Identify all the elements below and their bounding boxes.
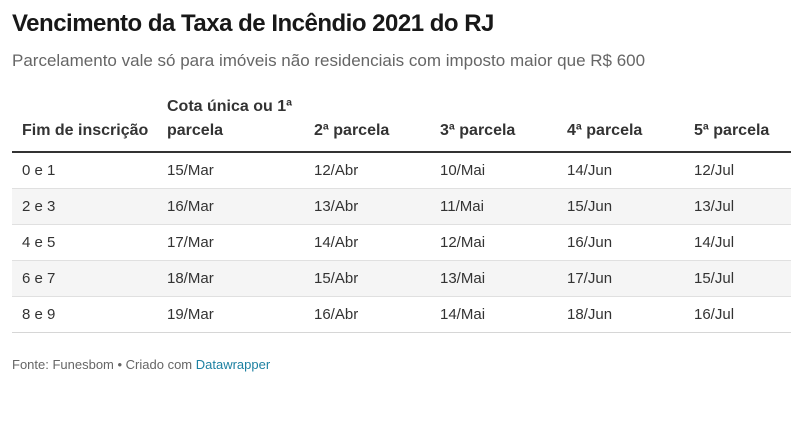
table-cell: 6 e 7 [12, 260, 157, 297]
table-row: 6 e 7 18/Mar 15/Abr 13/Mai 17/Jun 15/Jul [12, 260, 791, 297]
table-cell: 17/Mar [157, 224, 304, 261]
table-cell: 2 e 3 [12, 188, 157, 225]
footer-notes: Fonte: Funesbom • Criado com Datawrapper [12, 357, 791, 372]
table-cell: 18/Jun [557, 296, 684, 333]
table-cell: 18/Mar [157, 260, 304, 297]
table-cell: 14/Jul [684, 224, 791, 261]
header-3a-parcela: 3ª parcela [430, 95, 557, 153]
table-cell: 15/Mar [157, 152, 304, 189]
table-cell: 0 e 1 [12, 152, 157, 189]
page-subtitle: Parcelamento vale só para imóveis não re… [12, 51, 646, 70]
table-cell: 11/Mai [430, 188, 557, 225]
table-cell: 15/Abr [304, 260, 430, 297]
table-cell: 16/Abr [304, 296, 430, 333]
header-2a-parcela: 2ª parcela [304, 95, 430, 153]
table-row: 8 e 9 19/Mar 16/Abr 14/Mai 18/Jun 16/Jul [12, 296, 791, 333]
table-row: 2 e 3 16/Mar 13/Abr 11/Mai 15/Jun 13/Jul [12, 188, 791, 225]
schedule-table: Fim de inscrição Cota única ou 1ª parcel… [12, 95, 791, 333]
table-cell: 19/Mar [157, 296, 304, 333]
table-row: 0 e 1 15/Mar 12/Abr 10/Mai 14/Jun 12/Jul [12, 152, 791, 189]
chart-container: Vencimento da Taxa de Incêndio 2021 do R… [12, 10, 791, 372]
table-cell: 13/Mai [430, 260, 557, 297]
table-cell: 15/Jul [684, 260, 791, 297]
page-title: Vencimento da Taxa de Incêndio 2021 do R… [12, 10, 494, 37]
table-cell: 10/Mai [430, 152, 557, 189]
header-cota-unica: Cota única ou 1ª parcela [157, 95, 304, 153]
table-cell: 13/Abr [304, 188, 430, 225]
table-cell: 14/Mai [430, 296, 557, 333]
datawrapper-link[interactable]: Datawrapper [195, 357, 271, 372]
table-cell: 4 e 5 [12, 224, 157, 261]
table-cell: 16/Jul [684, 296, 791, 333]
table-cell: 12/Abr [304, 152, 430, 189]
table-cell: 16/Jun [557, 224, 684, 261]
table-cell: 15/Jun [557, 188, 684, 225]
source-text: Fonte: Funesbom • Criado com [12, 357, 196, 372]
table-cell: 12/Jul [684, 152, 791, 189]
table-row: 4 e 5 17/Mar 14/Abr 12/Mai 16/Jun 14/Jul [12, 224, 791, 261]
header-5a-parcela: 5ª parcela [684, 95, 791, 153]
header-fim-inscricao: Fim de inscrição [12, 95, 157, 153]
table-cell: 17/Jun [557, 260, 684, 297]
table-cell: 13/Jul [684, 188, 791, 225]
table-cell: 8 e 9 [12, 296, 157, 333]
table-cell: 14/Jun [557, 152, 684, 189]
table-cell: 14/Abr [304, 224, 430, 261]
table-header-row: Fim de inscrição Cota única ou 1ª parcel… [12, 95, 791, 153]
table-cell: 12/Mai [430, 224, 557, 261]
table-cell: 16/Mar [157, 188, 304, 225]
header-4a-parcela: 4ª parcela [557, 95, 684, 153]
